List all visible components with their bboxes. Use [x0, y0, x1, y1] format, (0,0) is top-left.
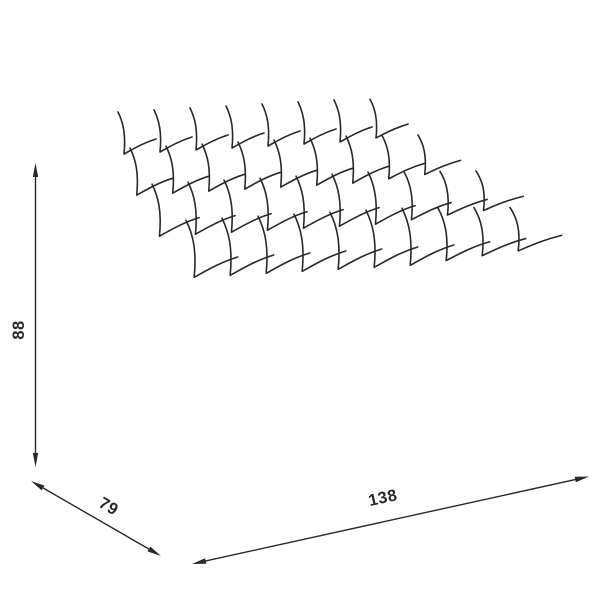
scale-curve — [295, 175, 344, 230]
arrow-down-left-icon — [192, 558, 207, 564]
scale-curve — [475, 170, 524, 212]
scale-curve — [297, 101, 337, 145]
scale-curve — [329, 211, 383, 271]
scale-curve — [401, 207, 455, 267]
scale-curve — [439, 170, 488, 216]
scale-curve — [165, 145, 210, 194]
scale-curve — [437, 207, 491, 262]
scale-curve — [129, 147, 174, 196]
scale-curve — [417, 134, 462, 176]
scale-curve — [273, 139, 318, 188]
scale-curve — [259, 177, 308, 232]
depth-dimension: 79 — [31, 481, 161, 556]
scale-curve — [187, 181, 236, 236]
scale-curve — [151, 183, 200, 238]
depth-dimension-line — [39, 485, 153, 552]
arrow-up-left-icon — [31, 481, 45, 491]
depth-dimension-label: 79 — [96, 494, 122, 519]
height-dimension-label: 88 — [10, 320, 28, 339]
scale-curve — [331, 173, 380, 228]
scale-curve — [403, 170, 452, 221]
scale-curve — [189, 107, 229, 151]
scale-curve — [473, 206, 527, 257]
scale-curve — [221, 217, 275, 277]
scale-curve — [333, 99, 373, 143]
scale-curve — [369, 98, 409, 139]
scale-curve — [381, 134, 426, 180]
scale-curve — [223, 179, 272, 234]
scale-curve — [509, 206, 563, 252]
scale-curve — [261, 103, 301, 147]
scale-curve — [185, 219, 239, 279]
width-dimension-line — [201, 478, 580, 563]
scale-curve — [153, 109, 193, 153]
scale-curve — [345, 135, 390, 184]
scale-curve — [309, 137, 354, 186]
width-dimension: 138 — [192, 476, 589, 564]
height-dimension: 88 — [10, 163, 39, 467]
arrow-up-right-icon — [574, 476, 589, 483]
scale-curve — [117, 111, 157, 155]
width-dimension-label: 138 — [367, 486, 399, 510]
arrow-down-icon — [32, 453, 39, 467]
arrow-down-right-icon — [147, 546, 161, 556]
scale-curve — [257, 215, 311, 275]
scale-curve — [365, 209, 419, 269]
scales-illustration — [117, 98, 563, 279]
scale-curve — [225, 105, 265, 149]
arrow-up-icon — [32, 163, 39, 177]
scale-curve — [367, 171, 416, 226]
scale-curve — [293, 213, 347, 273]
scale-curve — [237, 141, 282, 190]
scale-curve — [201, 143, 246, 192]
